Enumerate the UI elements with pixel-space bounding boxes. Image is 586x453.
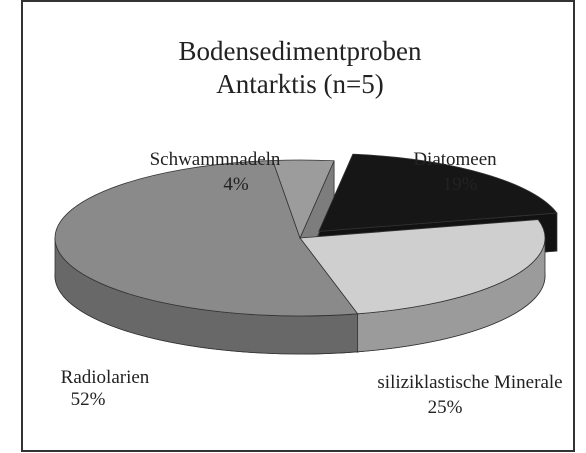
pie-top: [54, 153, 558, 317]
pie-slice: [272, 159, 335, 240]
pie-slice: [299, 219, 546, 315]
slice-label: Diatomeen: [413, 149, 497, 170]
slice-value-label: 25%: [428, 397, 463, 418]
slice-value-label: 19%: [443, 174, 478, 195]
slice-label: siliziklastische Minerale: [377, 372, 562, 393]
frame: [21, 0, 575, 452]
slice-value-label: 52%: [71, 389, 106, 410]
chart-title: Bodensedimentproben Antarktis (n=5): [178, 36, 422, 99]
pie-slice: [318, 153, 558, 232]
slice-label: Schwammnadeln: [150, 149, 281, 170]
slice-value-label: 4%: [223, 174, 249, 195]
slice-label: Radiolarien: [61, 367, 150, 388]
pie-slice: [54, 160, 359, 317]
